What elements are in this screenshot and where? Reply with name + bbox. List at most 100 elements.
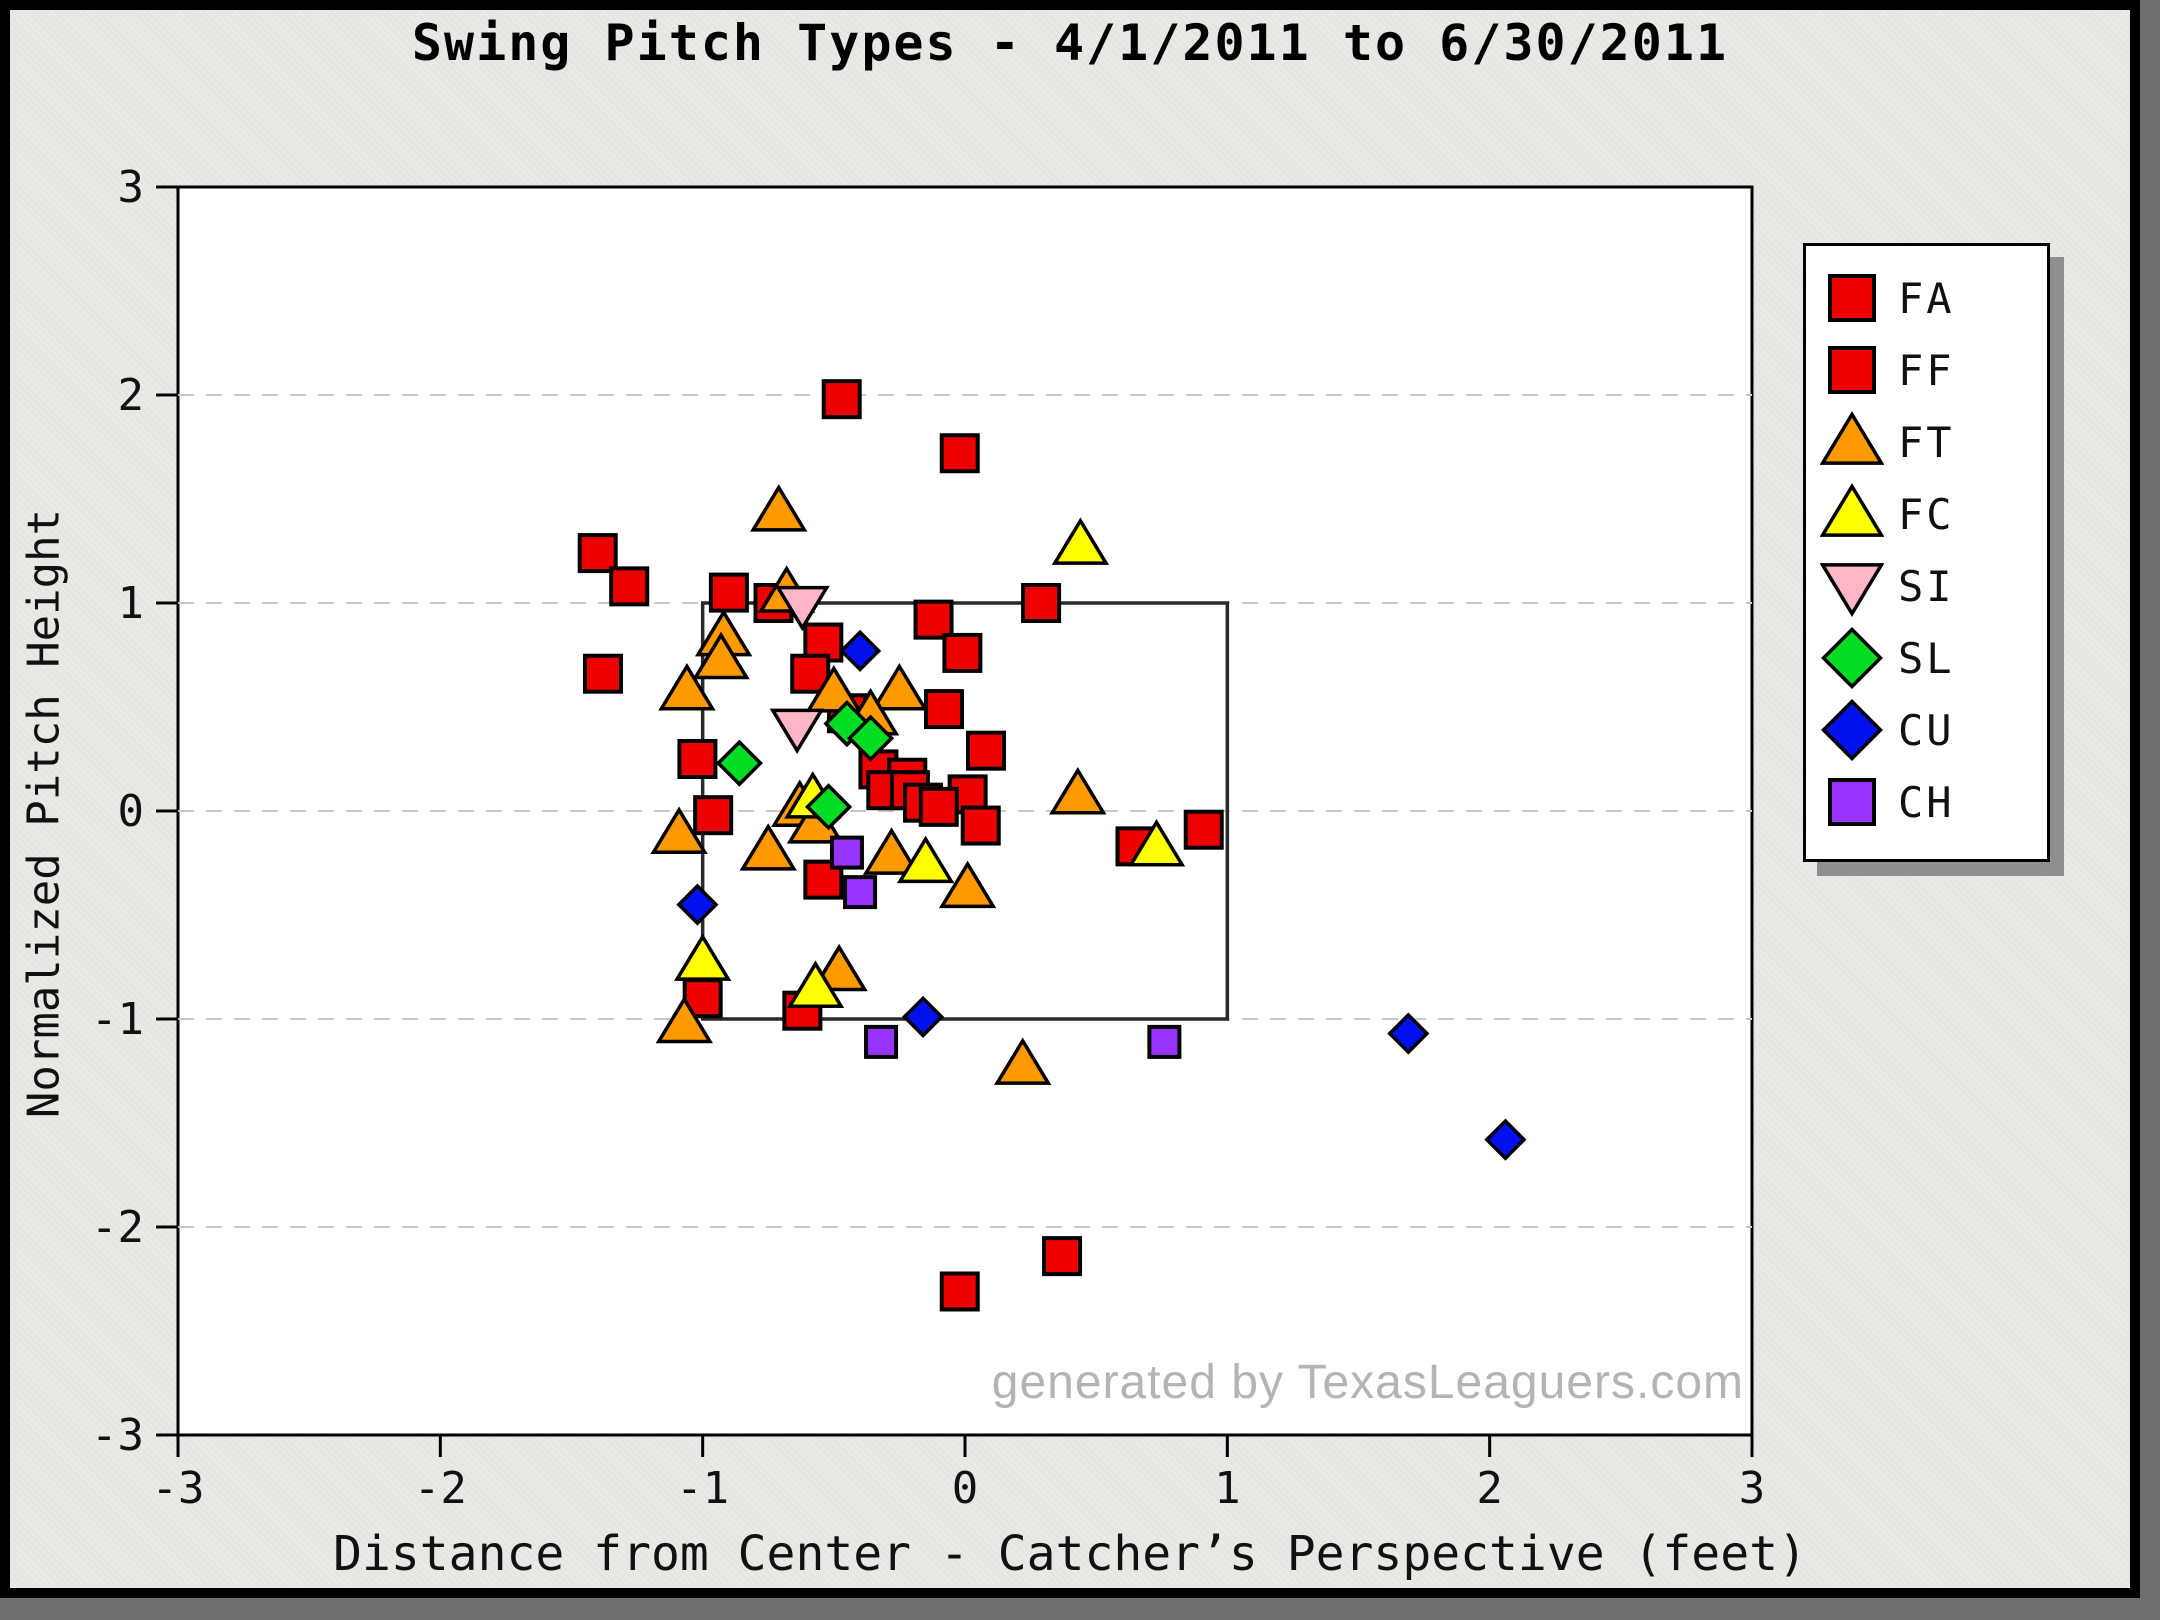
sl-legend-glyph (1821, 627, 1883, 689)
y-tick-label: -1 (91, 994, 144, 1045)
FF-point (582, 653, 623, 694)
si-legend-glyph (1820, 563, 1884, 617)
y-tick-label: 0 (118, 786, 145, 837)
FT-point (658, 662, 716, 711)
legend-item-FC: FC (1806, 478, 2047, 550)
fc-legend-marker-icon (1806, 482, 1898, 546)
FC-point (1127, 818, 1186, 867)
FF-point (677, 739, 718, 779)
x-tick-label: 2 (1476, 1463, 1503, 1514)
legend-box: FA FF FT FC SI SL CU CH (1803, 243, 2050, 862)
FT-point (692, 631, 750, 680)
cu-legend-marker-icon (1806, 698, 1898, 762)
FC-point (673, 933, 732, 981)
FF-point (803, 859, 844, 900)
FC-point (786, 960, 845, 1008)
ft-legend-marker-icon (1806, 410, 1898, 474)
FF-point (682, 978, 723, 1019)
legend-label-FC: FC (1898, 489, 1955, 539)
FF-point (939, 1271, 980, 1312)
FF-point (577, 533, 618, 574)
FF-point (942, 632, 983, 673)
CU-point (838, 629, 882, 672)
FT-point (750, 484, 808, 532)
FT-point (870, 662, 929, 711)
FT-point (739, 823, 797, 871)
CH-point (843, 875, 878, 910)
ch-legend-glyph (1828, 778, 1876, 826)
SL-point (715, 739, 763, 787)
FT-point (650, 806, 708, 855)
CH-point (864, 1024, 899, 1059)
ch-legend-marker-icon (1806, 770, 1898, 834)
FT-point (862, 827, 921, 875)
CH-point (829, 835, 864, 870)
chart-title: Swing Pitch Types - 4/1/2011 to 6/30/201… (411, 14, 1729, 72)
watermark: generated by TexasLeaguers.com (992, 1356, 1744, 1409)
legend-item-FF: FF (1806, 334, 2047, 406)
CU-point (1387, 1012, 1430, 1055)
FT-point (655, 995, 714, 1044)
ff-legend-marker-icon (1806, 338, 1898, 402)
CU-point (1484, 1118, 1527, 1161)
CU-point (901, 995, 945, 1038)
legend-label-SI: SI (1898, 561, 1955, 611)
x-tick-label: 0 (952, 1463, 979, 1514)
FF-point (693, 795, 734, 836)
x-axis-title: Distance from Center - Catcher’s Perspec… (333, 1526, 1807, 1582)
legend-item-SL: SL (1806, 622, 2047, 694)
FF-point (609, 566, 650, 607)
legend-item-CU: CU (1806, 694, 2047, 766)
FF-point (918, 786, 959, 827)
legend-label-CU: CU (1898, 705, 1955, 755)
fa-legend-glyph (1828, 274, 1876, 322)
ft-legend-glyph (1820, 411, 1884, 465)
legend-label-FT: FT (1898, 417, 1955, 467)
legend-item-FA: FA (1806, 262, 2047, 334)
SL-point (805, 783, 853, 831)
si-legend-marker-icon (1806, 554, 1898, 618)
FF-point (708, 572, 749, 613)
FT-point (994, 1037, 1052, 1085)
fc-legend-glyph (1820, 483, 1884, 537)
y-tick-label: -3 (91, 1410, 144, 1461)
sl-legend-marker-icon (1806, 626, 1898, 690)
legend-item-CH: CH (1806, 766, 2047, 838)
y-tick-label: -2 (91, 1202, 144, 1253)
FC-point (896, 835, 955, 884)
x-tick-label: -2 (414, 1463, 467, 1514)
legend-item-FT: FT (1806, 406, 2047, 478)
FF-point (1021, 583, 1062, 623)
legend-label-CH: CH (1898, 777, 1955, 827)
legend-item-SI: SI (1806, 550, 2047, 622)
FF-point (960, 805, 1001, 846)
FT-point (805, 665, 863, 713)
CH-point (1147, 1024, 1182, 1059)
fa-legend-marker-icon (1806, 266, 1898, 330)
FF-point (939, 433, 980, 474)
legend-label-FA: FA (1898, 273, 1955, 323)
FF-point (913, 599, 954, 640)
x-tick-label: -1 (676, 1463, 729, 1514)
y-tick-label: 2 (118, 370, 145, 421)
FF-point (924, 689, 965, 730)
legend-label-SL: SL (1898, 633, 1955, 683)
x-tick-label: 1 (1214, 1463, 1241, 1514)
FT-point (938, 860, 997, 909)
y-axis-title: Normalized Pitch Height (18, 508, 70, 1119)
CU-point (676, 883, 719, 926)
SL-point (847, 714, 895, 762)
legend-label-FF: FF (1898, 345, 1955, 395)
SI-point (774, 585, 830, 632)
FT-point (1049, 766, 1107, 815)
FF-point (1042, 1236, 1083, 1277)
FF-point (1183, 809, 1224, 850)
FF-point (821, 379, 862, 420)
cu-legend-glyph (1821, 699, 1883, 761)
FF-point (965, 730, 1006, 771)
x-tick-label: 3 (1739, 1463, 1766, 1514)
FC-point (1051, 517, 1110, 565)
y-tick-label: 3 (118, 162, 145, 213)
